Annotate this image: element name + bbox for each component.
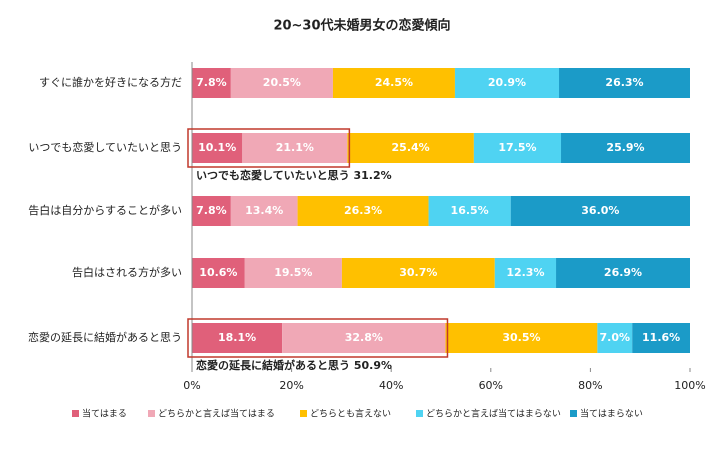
bar-segment <box>192 133 243 163</box>
legend-label: 当てはまらない <box>580 408 643 420</box>
value-label: 20.9% <box>488 76 526 89</box>
value-label: 26.3% <box>344 204 382 217</box>
bar-segment <box>332 68 455 98</box>
x-tick-label: 0% <box>183 379 200 392</box>
value-label: 30.5% <box>502 331 540 344</box>
legend-swatch <box>300 410 307 417</box>
category-label: いつでも恋愛していたいと思う <box>28 140 182 154</box>
value-label: 20.5% <box>263 76 301 89</box>
value-label: 30.7% <box>399 266 437 279</box>
value-label: 7.0% <box>600 331 631 344</box>
bar-segment <box>510 196 690 226</box>
x-tick-label: 40% <box>379 379 403 392</box>
x-tick-label: 80% <box>578 379 602 392</box>
value-label: 17.5% <box>498 141 536 154</box>
bar-segment <box>473 133 562 163</box>
legend-swatch <box>570 410 577 417</box>
chart-title: 20~30代未婚男女の恋愛傾向 <box>273 18 450 34</box>
category-label: 告白は自分からすることが多い <box>28 203 182 217</box>
legend-label: 当てはまる <box>82 408 127 420</box>
annotation: いつでも恋愛していたいと思う 31.2% <box>196 168 392 182</box>
bar-segment <box>282 323 446 353</box>
bar-segment <box>230 68 333 98</box>
value-label: 26.9% <box>604 266 642 279</box>
bar-segment <box>192 196 231 226</box>
bar-segment <box>632 323 690 353</box>
value-label: 10.6% <box>199 266 237 279</box>
value-label: 24.5% <box>375 76 413 89</box>
bar-segment <box>347 133 474 163</box>
legend-swatch <box>416 410 423 417</box>
bar-segment <box>341 258 495 288</box>
value-label: 21.1% <box>276 141 314 154</box>
bar-segment <box>445 323 598 353</box>
legend-swatch <box>148 410 155 417</box>
x-tick-label: 60% <box>479 379 503 392</box>
value-label: 26.3% <box>605 76 643 89</box>
bar-segment <box>192 68 231 98</box>
highlight-box <box>187 318 449 358</box>
x-tick-label: 100% <box>674 379 705 392</box>
bar-segment <box>561 133 690 163</box>
value-label: 11.6% <box>642 331 680 344</box>
value-label: 12.3% <box>506 266 544 279</box>
bar-segment <box>230 196 298 226</box>
value-label: 10.1% <box>198 141 236 154</box>
category-label: 告白はされる方が多い <box>72 265 182 279</box>
highlight-box <box>187 128 351 168</box>
value-label: 13.4% <box>245 204 283 217</box>
bar-segment <box>297 196 429 226</box>
value-label: 7.8% <box>196 204 227 217</box>
bar-segment <box>192 258 245 288</box>
value-label: 25.4% <box>392 141 430 154</box>
annotation: 恋愛の延長に結婚があると思う 50.9% <box>196 358 392 372</box>
bar-segment <box>242 133 348 163</box>
bar-segment <box>559 68 690 98</box>
legend-label: どちらとも言えない <box>310 408 391 420</box>
bar-segment <box>192 323 283 353</box>
bar-segment <box>244 258 342 288</box>
bar-segment <box>428 196 511 226</box>
legend-label: どちらかと言えば当てはまる <box>158 408 275 420</box>
bar-segment <box>556 258 690 288</box>
value-label: 16.5% <box>451 204 489 217</box>
legend-label: どちらかと言えば当てはまらない <box>426 408 561 420</box>
bar-segment <box>494 258 557 288</box>
x-tick-label: 20% <box>279 379 303 392</box>
value-label: 32.8% <box>345 331 383 344</box>
value-label: 19.5% <box>274 266 312 279</box>
bar-segment <box>454 68 560 98</box>
value-label: 7.8% <box>196 76 227 89</box>
value-label: 18.1% <box>218 331 256 344</box>
category-label: すぐに誰かを好きになる方だ <box>39 75 182 89</box>
legend-swatch <box>72 410 79 417</box>
value-label: 36.0% <box>581 204 619 217</box>
value-label: 25.9% <box>606 141 644 154</box>
bar-segment <box>597 323 633 353</box>
category-label: 恋愛の延長に結婚があると思う <box>28 330 182 344</box>
